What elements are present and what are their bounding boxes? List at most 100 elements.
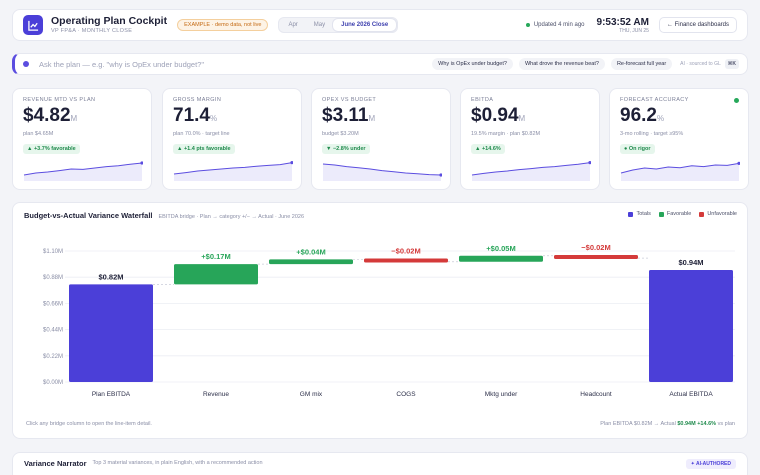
narrator-title: Variance Narrator	[24, 459, 87, 468]
header-bar: Operating Plan Cockpit VP FP&A · MONTHLY…	[12, 9, 748, 41]
kpi-sparkline	[471, 161, 591, 181]
period-june-close[interactable]: June 2026 Close	[333, 19, 397, 31]
sparkline-area	[24, 163, 142, 181]
sparkline-end-dot	[140, 161, 143, 165]
clock-date: THU, JUN 25	[619, 27, 649, 34]
sparkline-line	[173, 162, 293, 175]
period-may[interactable]: May	[313, 22, 326, 28]
chart-legend: Totals Favorable Unfavorable	[620, 211, 737, 217]
sparkline-line	[322, 163, 442, 176]
demo-badge: EXAMPLE · demo data, not live	[177, 19, 269, 31]
waterfall-card: $0.00M $0.22M $0.44M $0.66M $0.88M $1.10M $0.8…	[12, 202, 748, 439]
bar-value-label: +$0.04M	[296, 247, 325, 256]
app-title: Operating Plan Cockpit	[51, 15, 168, 27]
sparkline-end-dot	[588, 161, 591, 165]
category-label: Headcount	[580, 391, 612, 398]
kpi-sparkline	[173, 161, 293, 181]
kpi-card-3[interactable]: EBITDA $0.94M 19.5% margin · plan $0.82M ▲ …	[460, 88, 600, 190]
kpi-card-0[interactable]: REVENUE MTD VS PLAN $4.82M plan $4.65M ▲ +3…	[12, 88, 152, 190]
chart-icon	[27, 20, 38, 31]
kpi-subtext: 3-mo rolling · target ≥95%	[620, 131, 684, 137]
y-tick-label: $0.00M	[43, 380, 63, 386]
ask-bar: Ask the plan — e.g. "why is OpEx under b…	[12, 53, 748, 75]
waterfall-summary: Plan EBITDA $0.82M → Actual $0.94M +14.6…	[600, 421, 735, 427]
sparkline-area	[174, 162, 292, 181]
suggestion-chip-reforecast[interactable]: Re-forecast full year	[610, 58, 673, 70]
waterfall-bar-0[interactable]	[69, 284, 153, 382]
category-label: Revenue	[203, 391, 229, 398]
category-label: COGS	[396, 391, 416, 398]
y-tick-label: $0.88M	[43, 275, 63, 281]
bar-value-label: −$0.02M	[581, 243, 610, 252]
ask-input[interactable]: Ask the plan — e.g. "why is OpEx under b…	[39, 59, 204, 69]
ai-source-note: AI · sourced to GL	[680, 61, 721, 67]
narrator-subtitle: Top 3 material variances, in plain Engli…	[92, 460, 263, 466]
kpi-label: FORECAST ACCURACY	[620, 97, 689, 103]
updated-text: Updated 4 min ago	[533, 22, 585, 28]
ai-spark-icon	[23, 61, 29, 67]
kpi-subtext: plan 70.0% · target line	[173, 131, 230, 137]
bar-value-label: −$0.02M	[391, 247, 420, 256]
bar-value-label: $0.82M	[98, 272, 123, 281]
kpi-sparkline	[23, 161, 143, 181]
kpi-value: $3.11M	[322, 105, 376, 126]
suggestion-chip-revenue[interactable]: What drove the revenue beat?	[518, 58, 605, 70]
kpi-badge: ▲ +3.7% favorable	[23, 144, 80, 154]
sparkline-area	[472, 162, 590, 181]
waterfall-bar-1[interactable]	[174, 264, 258, 285]
kpi-label: OPEX VS BUDGET	[322, 97, 377, 103]
clock-time: 9:53:52 AM	[596, 16, 649, 28]
legend-totals: Totals	[628, 211, 651, 217]
sparkline-end-dot	[290, 161, 293, 165]
category-label: Plan EBITDA	[92, 391, 131, 398]
kpi-label: REVENUE MTD VS PLAN	[23, 97, 96, 103]
kpi-badge: ▲ +1.4 pts favorable	[173, 144, 235, 154]
bar-value-label: +$0.05M	[486, 244, 515, 253]
sparkline-end-dot	[737, 161, 740, 165]
legend-favorable: Favorable	[658, 211, 691, 217]
kpi-badge: ▲ +14.6%	[471, 144, 505, 154]
kpi-value: 71.4%	[173, 105, 218, 126]
category-label: Mktg under	[485, 391, 518, 398]
waterfall-footnote: Click any bridge column to open the line…	[26, 421, 152, 427]
sparkline-area	[621, 163, 739, 181]
status-dot-icon	[734, 98, 739, 103]
kpi-subtext: budget $3.20M	[322, 131, 359, 137]
app-logo	[23, 15, 43, 35]
y-tick-label: $0.66M	[43, 301, 63, 307]
bar-value-label: $0.94M	[678, 258, 703, 267]
narrator-card: Variance Narrator Top 3 material varianc…	[12, 452, 748, 475]
y-tick-label: $0.22M	[43, 354, 63, 360]
period-selector: Apr May June 2026 Close	[278, 17, 399, 33]
y-tick-label: $1.10M	[43, 249, 63, 255]
kpi-value: $4.82M	[23, 105, 78, 126]
kpi-card-4[interactable]: FORECAST ACCURACY 96.2% 3-mo rolling · tar…	[609, 88, 749, 190]
ai-authored-badge: ✦ AI-AUTHORED	[685, 459, 736, 469]
kpi-sparkline	[620, 161, 740, 181]
kpi-card-2[interactable]: OPEX VS BUDGET $3.11M budget $3.20M ▼ −2.8%…	[311, 88, 451, 190]
kpi-badge: ● On rigor	[620, 144, 655, 154]
sparkline-line	[620, 162, 740, 174]
kpi-label: EBITDA	[471, 97, 494, 103]
category-label: Actual EBITDA	[669, 391, 713, 398]
finance-dashboards-button[interactable]: ← Finance dashboards	[658, 17, 737, 33]
waterfall-bar-6[interactable]	[649, 270, 733, 382]
suggestion-chip-opex[interactable]: Why is OpEx under budget?	[432, 58, 513, 70]
legend-unfavorable: Unfavorable	[699, 211, 737, 217]
kpi-sparkline	[322, 163, 442, 181]
shortcut-key: ⌘K	[724, 59, 739, 69]
kpi-value: 96.2%	[620, 105, 665, 126]
bar-value-label: +$0.17M	[201, 252, 230, 261]
waterfall-bar-5[interactable]	[554, 254, 638, 259]
period-apr[interactable]: Apr	[288, 22, 298, 28]
kpi-card-1[interactable]: GROSS MARGIN 71.4% plan 70.0% · target lin…	[162, 88, 302, 190]
waterfall-bar-4[interactable]	[459, 255, 543, 262]
waterfall-bar-2[interactable]	[269, 259, 353, 265]
category-label: GM mix	[300, 391, 323, 398]
sparkline-area	[323, 164, 441, 181]
app-subtitle: VP FP&A · MONTHLY CLOSE	[51, 28, 133, 34]
updated-status: Updated 4 min ago	[525, 22, 585, 28]
sparkline-line	[23, 162, 143, 176]
sparkline-end-dot	[439, 173, 442, 177]
waterfall-bar-3[interactable]	[364, 258, 448, 263]
